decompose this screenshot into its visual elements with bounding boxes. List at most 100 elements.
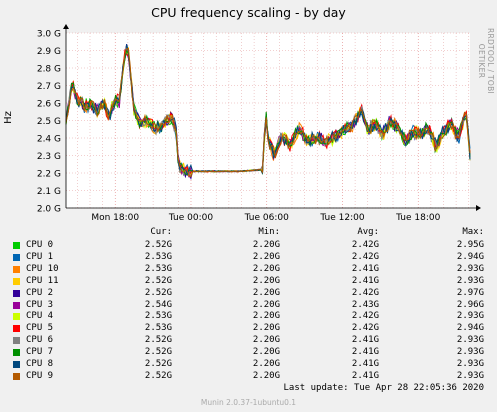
legend-row: CPU 10 2.53G 2.20G 2.41G 2.93G bbox=[0, 264, 497, 276]
legend-max: 2.97G bbox=[456, 287, 484, 298]
legend-avg: 2.41G bbox=[351, 359, 379, 369]
legend-name: CPU 11 bbox=[26, 275, 59, 286]
legend-cur: 2.52G bbox=[144, 335, 172, 346]
legend-avg: 2.42G bbox=[351, 240, 379, 250]
legend-cur: 2.52G bbox=[144, 370, 172, 381]
y-tick-label: 2.2 G bbox=[37, 170, 61, 180]
legend-swatch bbox=[13, 313, 20, 321]
legend-min: 2.20G bbox=[252, 323, 280, 334]
legend-swatch bbox=[13, 361, 20, 368]
legend-max: 2.94G bbox=[456, 251, 484, 262]
munin-version: Munin 2.0.37-1ubuntu0.1 bbox=[200, 398, 297, 407]
legend-min: 2.20G bbox=[252, 335, 280, 346]
legend-swatch bbox=[13, 301, 20, 309]
legend-row: CPU 4 2.53G 2.20G 2.42G 2.93G bbox=[0, 311, 497, 323]
legend-min: 2.20G bbox=[252, 275, 280, 286]
legend-header-min: Min: bbox=[258, 227, 280, 237]
legend-row: CPU 11 2.52G 2.20G 2.41G 2.93G bbox=[0, 276, 497, 288]
legend-name: CPU 0 bbox=[26, 240, 54, 250]
legend-avg: 2.41G bbox=[351, 347, 379, 358]
y-tick-label: 2.8 G bbox=[37, 65, 61, 75]
legend-avg: 2.43G bbox=[351, 299, 379, 310]
legend-min: 2.20G bbox=[252, 359, 280, 369]
legend-name: CPU 6 bbox=[26, 335, 54, 346]
legend-row: CPU 2 2.52G 2.20G 2.42G 2.97G bbox=[0, 288, 497, 300]
legend-avg: 2.42G bbox=[351, 251, 379, 262]
legend-swatch bbox=[13, 325, 20, 333]
legend-min: 2.20G bbox=[252, 370, 280, 381]
legend-swatch bbox=[13, 349, 20, 357]
y-tick-label: 2.3 G bbox=[37, 152, 61, 162]
legend-name: CPU 9 bbox=[26, 370, 54, 381]
legend-avg: 2.42G bbox=[351, 311, 379, 322]
legend-name: CPU 2 bbox=[26, 287, 54, 298]
y-axis-arrow bbox=[63, 24, 69, 29]
legend-avg: 2.41G bbox=[351, 275, 379, 286]
legend-avg: 2.42G bbox=[351, 323, 379, 334]
legend-name: CPU 8 bbox=[26, 359, 54, 369]
y-tick-label: 2.0 G bbox=[37, 205, 61, 215]
legend-row: CPU 1 2.53G 2.20G 2.42G 2.94G bbox=[0, 252, 497, 264]
legend-max: 2.93G bbox=[456, 263, 484, 274]
legend-max: 2.94G bbox=[456, 323, 484, 334]
legend-min: 2.20G bbox=[252, 251, 280, 262]
legend-max: 2.95G bbox=[456, 240, 484, 250]
legend-avg: 2.41G bbox=[351, 370, 379, 381]
y-tick-label: 2.9 G bbox=[37, 47, 61, 57]
y-tick-label: 2.6 G bbox=[37, 100, 61, 110]
legend-cur: 2.53G bbox=[144, 251, 172, 262]
legend-max: 2.93G bbox=[456, 275, 484, 286]
legend-name: CPU 5 bbox=[26, 323, 54, 334]
y-tick-label: 2.4 G bbox=[37, 135, 61, 145]
legend-max: 2.93G bbox=[456, 311, 484, 322]
x-tick-label: Tue 12:00 bbox=[319, 213, 364, 223]
legend-max: 2.93G bbox=[456, 370, 484, 381]
x-axis-arrow bbox=[476, 205, 481, 211]
legend-header-cur: Cur: bbox=[150, 227, 172, 237]
legend-name: CPU 10 bbox=[26, 263, 59, 274]
legend-max: 2.93G bbox=[456, 347, 484, 358]
legend-header-avg: Avg: bbox=[357, 227, 379, 237]
legend-swatch bbox=[13, 372, 20, 380]
legend-swatch bbox=[13, 277, 20, 285]
y-tick-label: 2.5 G bbox=[37, 117, 61, 127]
legend-min: 2.20G bbox=[252, 347, 280, 358]
series-line bbox=[65, 48, 471, 178]
legend-min: 2.20G bbox=[252, 311, 280, 322]
legend-row: CPU 6 2.52G 2.20G 2.41G 2.93G bbox=[0, 335, 497, 347]
legend-min: 2.20G bbox=[252, 299, 280, 310]
y-tick-label: 2.7 G bbox=[37, 82, 61, 92]
legend-avg: 2.42G bbox=[351, 287, 379, 298]
legend-cur: 2.53G bbox=[144, 263, 172, 274]
legend-swatch bbox=[13, 242, 20, 249]
legend-swatch bbox=[13, 265, 20, 273]
legend-cur: 2.52G bbox=[144, 240, 172, 250]
y-tick-label: 3.0 G bbox=[37, 30, 61, 40]
x-tick-label: Mon 18:00 bbox=[91, 213, 139, 223]
legend-row: CPU 5 2.53G 2.20G 2.42G 2.94G bbox=[0, 323, 497, 335]
legend-cur: 2.52G bbox=[144, 287, 172, 298]
legend-max: 2.93G bbox=[456, 359, 484, 369]
legend-row: CPU 8 2.52G 2.20G 2.41G 2.93G bbox=[0, 359, 497, 371]
x-tick-label: Tue 06:00 bbox=[244, 213, 289, 223]
legend-cur: 2.54G bbox=[144, 299, 172, 310]
last-update: Last update: Tue Apr 28 22:05:36 2020 bbox=[283, 383, 484, 393]
legend-min: 2.20G bbox=[252, 287, 280, 298]
legend-cur: 2.52G bbox=[144, 275, 172, 286]
legend-swatch bbox=[13, 289, 20, 297]
legend-swatch bbox=[13, 337, 20, 345]
x-tick-label: Tue 18:00 bbox=[395, 213, 440, 223]
chart-title: CPU frequency scaling - by day bbox=[151, 5, 346, 20]
legend-min: 2.20G bbox=[252, 263, 280, 274]
legend-max: 2.96G bbox=[456, 299, 484, 310]
legend-cur: 2.52G bbox=[144, 359, 172, 369]
legend-row: CPU 9 2.52G 2.20G 2.41G 2.93G bbox=[0, 371, 497, 383]
legend-cur: 2.53G bbox=[144, 311, 172, 322]
x-tick-label: Tue 00:00 bbox=[168, 213, 213, 223]
legend-cur: 2.53G bbox=[144, 323, 172, 334]
legend-header-max: Max: bbox=[462, 227, 484, 237]
legend-name: CPU 1 bbox=[26, 251, 54, 262]
legend-name: CPU 4 bbox=[26, 311, 54, 322]
